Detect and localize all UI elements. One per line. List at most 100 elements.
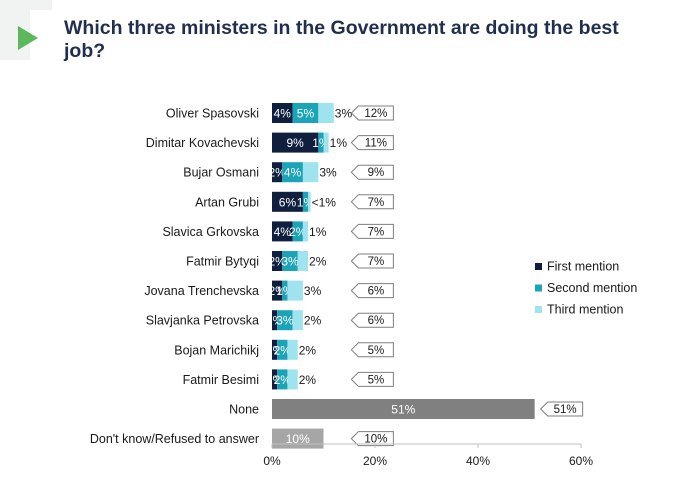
category-label: Slavjanka Petrovska	[146, 314, 259, 328]
x-tick-label: 40%	[466, 454, 490, 468]
bar-segment	[287, 280, 303, 301]
bar-segment	[302, 162, 319, 183]
data-label: 1%	[330, 136, 348, 150]
total-callout	[350, 342, 394, 358]
data-label: 2%	[268, 166, 286, 180]
x-tick-label: 20%	[363, 454, 387, 468]
data-label: 4%	[284, 166, 302, 180]
total-callout	[350, 135, 394, 151]
data-label: 10%	[286, 432, 310, 446]
bar-segment	[272, 221, 293, 242]
bar-segment	[272, 132, 319, 153]
total-label: 5%	[368, 345, 385, 357]
bar-segment	[318, 103, 334, 123]
bar-segment	[272, 251, 283, 271]
bar-segment	[272, 280, 283, 301]
category-label: Artan Grubi	[195, 195, 259, 209]
bar-segment	[318, 132, 324, 153]
bar-segment	[272, 369, 278, 390]
total-callout	[350, 105, 394, 121]
data-label: 4%	[274, 225, 292, 239]
total-callout	[350, 164, 394, 180]
total-label: 7%	[368, 226, 385, 238]
total-label: 51%	[554, 404, 577, 416]
data-label: 4%	[274, 107, 292, 121]
category-label: Fatmir Besimi	[183, 373, 259, 387]
bar-segment	[272, 310, 278, 331]
bar-segment	[287, 339, 298, 360]
total-callout	[350, 283, 394, 299]
data-label: 2%	[299, 343, 317, 357]
chart-title: Which three ministers in the Government …	[64, 17, 619, 62]
total-callout	[350, 371, 394, 387]
bar-segment	[302, 191, 309, 212]
category-label: Oliver Spasovski	[166, 107, 259, 121]
total-label: 6%	[368, 286, 385, 298]
bar-segment	[277, 369, 288, 390]
category-label: Slavica Grkovska	[162, 225, 259, 239]
bar-segment	[272, 399, 535, 419]
legend-swatch	[535, 263, 542, 270]
legend-swatch	[535, 306, 542, 313]
total-label: 6%	[368, 315, 385, 327]
legend-label: Second mention	[547, 281, 637, 295]
total-label: 10%	[364, 434, 387, 446]
bar-segment	[272, 103, 293, 123]
total-callout	[350, 223, 394, 239]
category-label: Fatmir Bytyqi	[186, 255, 259, 269]
data-label: 2%	[274, 373, 292, 387]
bar-segment	[302, 221, 309, 242]
data-label: <1%	[312, 195, 337, 209]
total-label: 7%	[368, 197, 385, 209]
data-label: 1%	[309, 225, 327, 239]
legend-label: Third mention	[547, 303, 623, 317]
bar-segment	[287, 369, 298, 390]
bar-segment	[282, 162, 303, 183]
data-label: 3%	[304, 284, 322, 298]
bar-segment	[277, 310, 293, 331]
data-label: 3%	[319, 166, 337, 180]
data-label: 9%	[287, 136, 305, 150]
total-callout	[350, 312, 394, 328]
bar-segment	[272, 162, 283, 183]
total-callout	[539, 401, 584, 417]
data-label: 3%	[281, 255, 299, 269]
bar-segment	[323, 132, 329, 153]
play-arrow-icon	[18, 26, 38, 50]
total-label: 5%	[368, 374, 385, 386]
bar-segment	[282, 280, 288, 301]
data-label: 3%	[335, 107, 353, 121]
bar-segment	[272, 191, 303, 212]
x-tick-label: 60%	[569, 454, 593, 468]
data-label: 2%	[289, 225, 307, 239]
data-label: 2%	[268, 255, 286, 269]
category-label: Don't know/Refused to answer	[90, 432, 259, 446]
data-label: 2%	[304, 314, 322, 328]
bar-segment	[292, 310, 303, 331]
total-callout	[350, 253, 394, 269]
total-label: 11%	[365, 138, 387, 150]
bar-segment	[297, 251, 309, 271]
data-label: 5%	[297, 107, 315, 121]
legend-label: First mention	[547, 260, 619, 274]
data-label: 2%	[309, 255, 327, 269]
data-label: 2%	[268, 284, 286, 298]
data-label: 2%	[274, 343, 292, 357]
data-label: 6%	[279, 195, 297, 209]
bar-segment	[292, 221, 303, 242]
bar-segment	[292, 103, 319, 123]
category-label: Dimitar Kovachevski	[146, 136, 259, 150]
total-label: 7%	[368, 256, 385, 268]
data-label: 2%	[299, 373, 317, 387]
category-label: Jovana Trenchevska	[144, 284, 259, 298]
legend-swatch	[535, 284, 542, 292]
bar-segment	[308, 191, 311, 212]
total-label: 9%	[368, 167, 385, 179]
data-label: 3%	[276, 314, 294, 328]
bar-segment	[272, 339, 278, 360]
category-label: None	[229, 403, 259, 417]
title-accent-shape	[0, 0, 52, 60]
bar-segment	[277, 339, 288, 360]
